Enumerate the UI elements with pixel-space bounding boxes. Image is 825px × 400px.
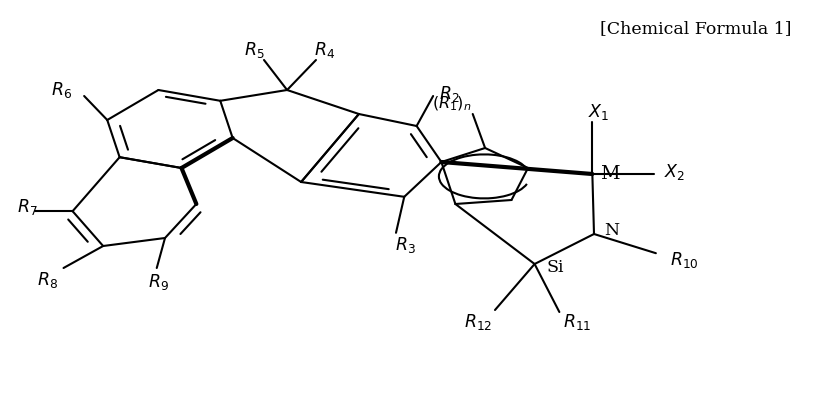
Text: $(R_1)_n$: $(R_1)_n$ — [432, 95, 472, 113]
Text: $R_9$: $R_9$ — [148, 272, 169, 292]
Text: $R_4$: $R_4$ — [314, 40, 335, 60]
Text: $R_8$: $R_8$ — [36, 270, 58, 290]
Text: $R_3$: $R_3$ — [395, 235, 417, 255]
Text: N: N — [605, 222, 620, 239]
Text: $R_7$: $R_7$ — [16, 197, 38, 217]
Text: $X_1$: $X_1$ — [588, 102, 610, 122]
Text: $R_5$: $R_5$ — [244, 40, 264, 60]
Text: M: M — [601, 165, 620, 183]
Text: $R_{12}$: $R_{12}$ — [464, 312, 493, 332]
Text: $R_2$: $R_2$ — [440, 84, 460, 104]
Text: $R_{10}$: $R_{10}$ — [671, 250, 699, 270]
Text: $X_2$: $X_2$ — [664, 162, 686, 182]
Text: $R_6$: $R_6$ — [51, 80, 73, 100]
Text: [Chemical Formula 1]: [Chemical Formula 1] — [601, 20, 792, 37]
Text: Si: Si — [546, 260, 564, 276]
Text: $R_{11}$: $R_{11}$ — [563, 312, 592, 332]
